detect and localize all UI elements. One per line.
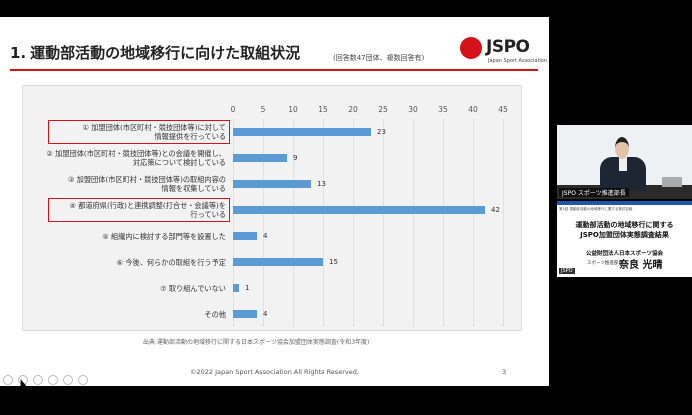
category-label: ⑥ 今後、何らかの取組を行う予定 — [116, 257, 226, 267]
gridline — [323, 119, 324, 327]
next-icon[interactable] — [18, 375, 28, 385]
logo-tagline: Japan Sport Association — [488, 58, 548, 64]
grid-icon[interactable] — [63, 375, 73, 385]
gridline — [443, 119, 444, 327]
more-icon[interactable] — [78, 375, 88, 385]
slide2-title-line2: JSPO加盟団体実態調査結果 — [580, 231, 669, 239]
slide2-organization: 公益財団法人日本スポーツ協会 — [586, 251, 663, 257]
slide2-name: 奈良 光晴 — [619, 260, 663, 271]
bar-value-label: 4 — [263, 232, 268, 240]
presentation-slide: 1. 運動部活動の地域移行に向けた取組状況 (回答数47団体、複数回答有) JSP… — [0, 17, 549, 386]
jspo-logo-mark-icon — [460, 37, 482, 59]
gridline — [413, 119, 414, 327]
bar — [233, 206, 485, 214]
x-tick-label: 45 — [498, 105, 508, 114]
speaker-title-slide: 第1回 運動部活動の地域移行に関する検討会議 運動部活動の地域移行に関する JS… — [557, 201, 692, 277]
speaker-shirt — [619, 157, 627, 171]
slide2-title-line1: 運動部活動の地域移行に関する — [575, 221, 674, 229]
bar-value-label: 13 — [317, 180, 326, 188]
speaker-head — [615, 137, 629, 159]
gridline — [503, 119, 504, 327]
copyright: ©2022 Japan Sport Association All Rights… — [190, 368, 359, 376]
category-label: その他 — [204, 309, 226, 319]
zoom-icon[interactable] — [48, 375, 58, 385]
prev-icon[interactable] — [3, 375, 13, 385]
slide2-footer: JSPO — [559, 268, 575, 274]
highlight-box — [48, 198, 230, 222]
gridline — [473, 119, 474, 327]
bar-value-label: 42 — [491, 206, 500, 214]
bar — [233, 180, 311, 188]
page-number: 3 — [502, 368, 507, 376]
category-label: ② 加盟団体(市区町村・競技団体等)との会議を開催し、 対応策について検討してい… — [46, 149, 226, 167]
bar — [233, 310, 257, 318]
logo-word: JSPO — [486, 37, 530, 57]
speaker-name-label: JSPO スポーツ推進部長 — [559, 188, 629, 197]
bar — [233, 284, 239, 292]
bar-value-label: 4 — [263, 310, 268, 318]
bar-value-label: 23 — [377, 128, 386, 136]
x-tick-label: 0 — [230, 105, 236, 114]
title-text: 運動部活動の地域移行に向けた取組状況 — [30, 44, 301, 62]
title-number: 1. — [10, 44, 27, 62]
source-note: 出典:運動部活動の地域移行に関する日本スポーツ協会加盟団体実態調査(令和3年度) — [143, 339, 370, 346]
laptop-icon — [662, 177, 682, 187]
category-label: ⑤ 組織内に検討する部門等を設置した — [102, 231, 226, 241]
bar — [233, 258, 323, 266]
gridline — [383, 119, 384, 327]
slide-controls[interactable] — [3, 375, 88, 385]
x-tick-label: 20 — [348, 105, 358, 114]
x-tick-label: 35 — [438, 105, 448, 114]
pen-icon[interactable] — [33, 375, 43, 385]
category-label: ④ 都道府県(行政)と連携調整(打合せ・会議等)を 行っている — [69, 201, 226, 219]
bar — [233, 232, 257, 240]
bottom-letterbox — [0, 386, 692, 415]
bar-value-label: 9 — [293, 154, 298, 162]
slide2-top-bar — [557, 201, 692, 205]
slide-subtitle: (回答数47団体、複数回答有) — [333, 54, 425, 62]
slide-title: 1. 運動部活動の地域移行に向けた取組状況 — [10, 42, 300, 63]
bar-value-label: 1 — [245, 284, 250, 292]
gridline — [293, 119, 294, 327]
x-tick-label: 5 — [260, 105, 266, 114]
bar-value-label: 15 — [329, 258, 338, 266]
category-label: ⑦ 取り組んでいない — [160, 283, 226, 293]
speaker-video: JSPO スポーツ推進部長 — [557, 125, 692, 199]
category-label: ① 加盟団体(市区町村・競技団体等)に対して 情報提供を行っている — [82, 123, 227, 141]
jspo-logo: JSPO Japan Sport Association — [458, 35, 548, 69]
bar — [233, 128, 371, 136]
gridline — [353, 119, 354, 327]
gridline — [263, 119, 264, 327]
gridline — [233, 119, 234, 327]
x-tick-label: 30 — [408, 105, 418, 114]
x-tick-label: 10 — [288, 105, 298, 114]
category-label: ③ 加盟団体(市区町村・競技団体等)の取組内容の 情報を収集している — [67, 175, 226, 193]
top-letterbox — [0, 0, 692, 17]
bar — [233, 154, 287, 162]
highlight-box — [48, 120, 230, 144]
title-divider — [10, 69, 538, 71]
x-tick-label: 40 — [468, 105, 478, 114]
x-tick-label: 25 — [378, 105, 388, 114]
x-tick-label: 15 — [318, 105, 328, 114]
slide2-header: 第1回 運動部活動の地域移行に関する検討会議 — [559, 207, 633, 211]
slide2-role: スポーツ推進部長 — [587, 261, 623, 266]
